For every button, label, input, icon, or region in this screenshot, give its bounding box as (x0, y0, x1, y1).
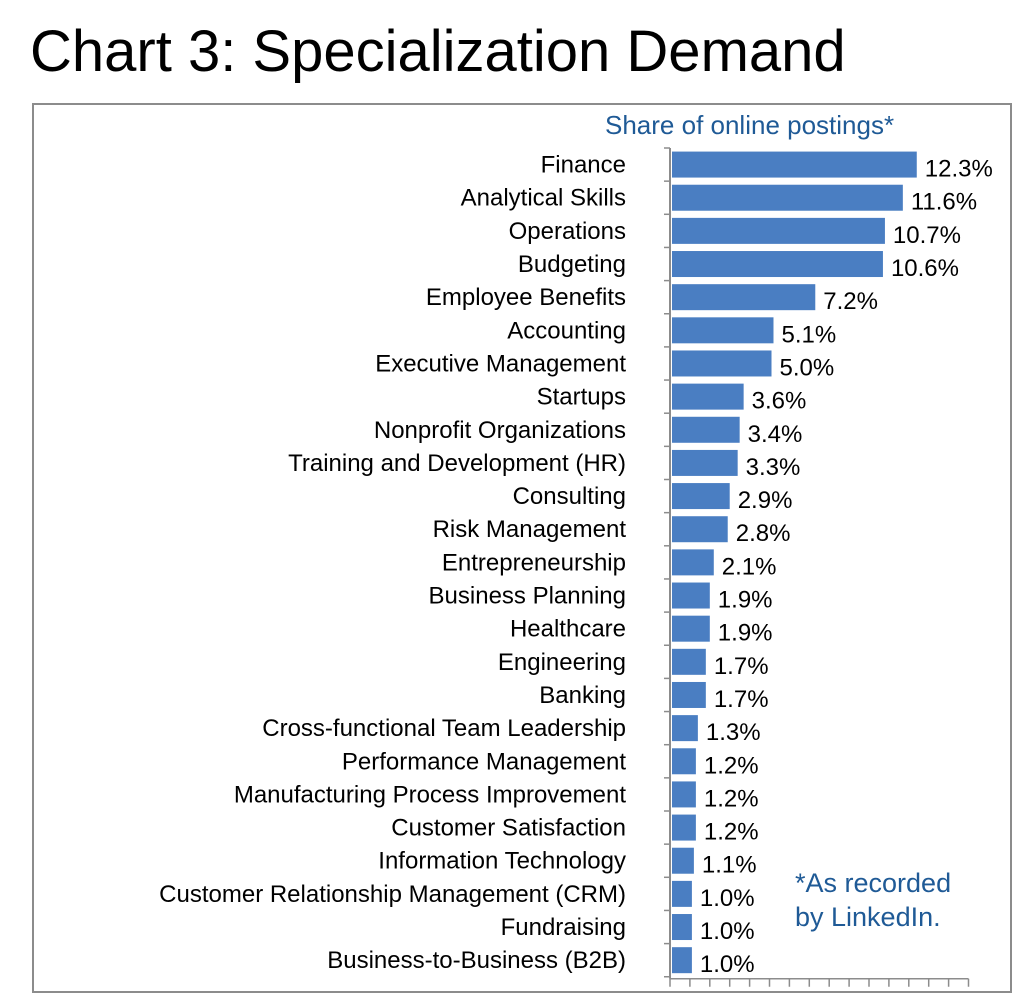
category-label: Executive Management (375, 350, 626, 377)
category-label: Nonprofit Organizations (374, 417, 626, 444)
category-label: Startups (537, 384, 626, 411)
bar (672, 880, 692, 907)
data-label: 3.4% (748, 421, 803, 448)
category-label: Entrepreneurship (442, 549, 626, 576)
bar (672, 615, 710, 642)
bar (672, 217, 885, 244)
data-label: 1.2% (704, 785, 759, 812)
data-label: 1.2% (704, 819, 759, 846)
chart-frame (32, 103, 1012, 993)
data-label: 5.1% (781, 321, 836, 348)
category-label: Engineering (498, 649, 626, 676)
bar (672, 317, 774, 344)
bar (672, 350, 772, 377)
bar (672, 914, 692, 941)
data-label: 1.3% (706, 719, 761, 746)
data-label: 5.0% (780, 354, 835, 381)
footnote-line-2: by LinkedIn. (795, 902, 941, 932)
bar (672, 449, 738, 476)
bar (672, 648, 706, 675)
data-label: 11.6% (911, 189, 977, 216)
category-label: Risk Management (433, 516, 627, 543)
bar (672, 416, 740, 443)
category-label: Information Technology (378, 848, 626, 875)
data-label: 1.0% (700, 918, 755, 945)
chart-subtitle: Share of online postings* (605, 110, 895, 140)
bar (672, 251, 883, 278)
category-label: Customer Satisfaction (391, 815, 626, 842)
data-label: 12.3% (925, 156, 993, 183)
category-label: Finance (541, 152, 626, 179)
category-label: Business-to-Business (B2B) (327, 947, 626, 974)
bar (672, 549, 714, 576)
data-label: 1.1% (702, 852, 757, 879)
category-label: Cross-functional Team Leadership (262, 715, 626, 742)
category-label: Customer Relationship Management (CRM) (159, 881, 626, 908)
data-label: 1.2% (704, 752, 759, 779)
bar (672, 715, 698, 742)
data-label: 1.0% (700, 951, 755, 978)
category-label: Performance Management (342, 748, 626, 775)
bar (672, 781, 696, 808)
bar (672, 284, 816, 311)
category-label: Accounting (507, 317, 626, 344)
category-label: Analytical Skills (461, 185, 626, 212)
data-label: 10.6% (891, 255, 959, 282)
category-label: Consulting (513, 483, 626, 510)
category-label: Business Planning (429, 583, 626, 610)
data-label: 3.6% (752, 388, 807, 415)
category-label: Banking (539, 682, 626, 709)
bar (672, 151, 917, 178)
data-label: 1.7% (714, 686, 769, 713)
bar (672, 516, 728, 543)
data-label: 1.9% (718, 620, 773, 647)
category-label: Employee Benefits (426, 284, 626, 311)
data-label: 1.0% (700, 885, 755, 912)
category-label: Healthcare (510, 616, 626, 643)
bar (672, 847, 694, 874)
data-label: 2.1% (722, 553, 777, 580)
footnote: *As recorded by LinkedIn. (795, 866, 951, 934)
bar (672, 483, 730, 510)
data-label: 1.7% (714, 653, 769, 680)
category-label: Operations (509, 218, 626, 245)
data-label: 10.7% (893, 222, 961, 249)
data-label: 1.9% (718, 587, 773, 614)
bar (672, 748, 696, 775)
bar (672, 681, 706, 708)
data-label: 2.8% (736, 520, 791, 547)
data-label: 2.9% (738, 487, 793, 514)
category-label: Fundraising (501, 914, 626, 941)
category-label: Training and Development (HR) (288, 450, 626, 477)
category-label: Budgeting (518, 251, 626, 278)
data-label: 3.3% (746, 454, 801, 481)
chart-title: Chart 3: Specialization Demand (30, 19, 846, 84)
bar (672, 582, 710, 609)
bar (672, 184, 903, 211)
category-label: Manufacturing Process Improvement (234, 781, 627, 808)
bar (672, 947, 692, 974)
bar (672, 814, 696, 841)
bar (672, 383, 744, 410)
data-label: 7.2% (823, 288, 878, 315)
footnote-line-1: *As recorded (795, 868, 952, 898)
